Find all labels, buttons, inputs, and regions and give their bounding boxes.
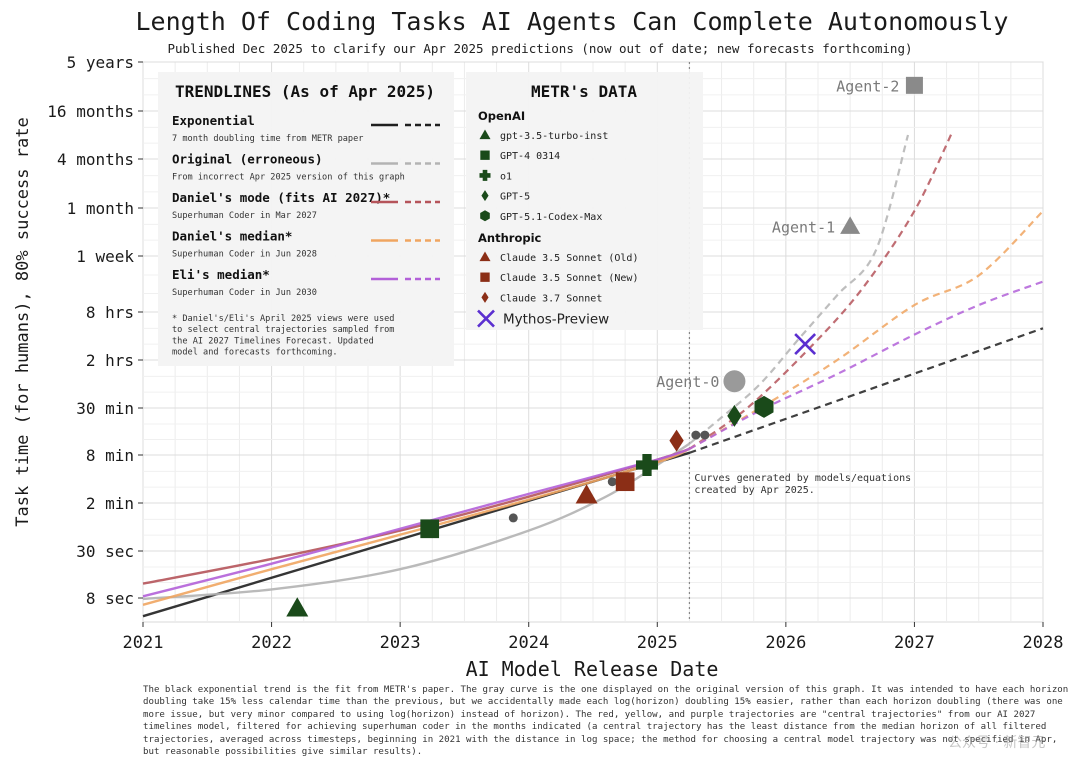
y-tick-label: 16 months	[47, 102, 134, 121]
series-forecast-daniel-s-median	[688, 210, 1044, 450]
trendline-footnote: model and forecasts forthcoming.	[172, 348, 338, 358]
y-tick-label: 2 hrs	[86, 351, 134, 370]
x-tick-label: 2025	[637, 633, 678, 653]
x-tick-label: 2028	[1023, 633, 1064, 653]
data-legend-item: Claude 3.7 Sonnet	[500, 293, 602, 304]
legend-marker-gpt-5-1-codex-max	[480, 210, 490, 222]
data-point-unlabeled	[508, 513, 518, 523]
trendline-name: Exponential	[172, 113, 255, 128]
legend-marker-o1	[479, 169, 491, 181]
chart-title: Length Of Coding Tasks AI Agents Can Com…	[136, 7, 1009, 36]
data-legend-group: OpenAI	[478, 109, 525, 123]
figure-caption: The black exponential trend is the fit f…	[143, 685, 1069, 758]
data-point-claude-3-5-sonnet-old	[575, 484, 598, 504]
y-tick-label: 2 min	[86, 494, 134, 513]
cutoff-note: created by Apr 2025.	[694, 485, 814, 496]
legend-marker-gpt-3-5-turbo-inst	[479, 129, 491, 140]
x-tick-label: 2024	[508, 633, 549, 653]
data-point-unlabeled	[700, 430, 710, 440]
trendline-name: Eli's median*	[172, 267, 270, 282]
y-tick-label: 30 sec	[76, 542, 134, 561]
x-tick-label: 2022	[251, 633, 292, 653]
y-tick-label: 5 years	[67, 53, 134, 72]
x-tick-label: 2026	[765, 633, 806, 653]
data-legend-item: Claude 3.5 Sonnet (Old)	[500, 253, 638, 264]
legend-marker-claude-3-5-sonnet-old	[479, 251, 491, 262]
agent-0-label: Agent-0	[656, 373, 719, 391]
data-point-claude-3-5-sonnet-new	[615, 472, 635, 492]
y-tick-label: 1 month	[67, 199, 134, 218]
data-legend-item: GPT-5	[500, 192, 530, 203]
legend-marker-claude-3-5-sonnet-new	[480, 272, 490, 282]
y-axis-label: Task time (for humans), 80% success rate	[13, 117, 33, 526]
trendline-name: Daniel's median*	[172, 229, 292, 244]
y-tick-label: 1 week	[76, 247, 134, 266]
watermark: 公众号 · 新智元	[948, 735, 1046, 751]
x-axis-label: AI Model Release Date	[466, 657, 719, 680]
trendline-desc: Superhuman Coder in Jun 2028	[172, 250, 317, 260]
data-point-gpt-5	[727, 404, 742, 427]
agent-2-marker	[905, 76, 923, 94]
chart-subtitle: Published Dec 2025 to clarify our Apr 20…	[167, 41, 912, 56]
legend-marker-mythos-preview	[477, 309, 495, 328]
data-legend-group: Anthropic	[478, 231, 542, 245]
data-point-gpt-5-1-codex-max	[754, 395, 774, 418]
agent-0-marker	[723, 370, 746, 393]
trendline-name: Daniel's mode (fits AI 2027)*	[172, 190, 390, 205]
data-point-gpt-4-0314	[420, 519, 440, 539]
data-point-gpt-3-5-turbo-inst	[286, 597, 309, 617]
agent-1-marker	[840, 216, 861, 234]
chart: Length Of Coding Tasks AI Agents Can Com…	[13, 7, 1064, 680]
data-legend-item: gpt-3.5-turbo-inst	[500, 131, 608, 142]
y-tick-label: 8 hrs	[86, 303, 134, 322]
trendline-legend	[158, 72, 454, 366]
legend-marker-claude-3-7-sonnet	[481, 291, 489, 303]
data-point-unlabeled	[691, 430, 701, 440]
data-legend-item: Claude 3.5 Sonnet (New)	[500, 273, 638, 284]
y-tick-label: 8 min	[86, 446, 134, 465]
data-legend-item: o1	[500, 171, 512, 182]
trendline-footnote: * Daniel's/Eli's April 2025 views were u…	[172, 314, 394, 324]
trendline-footnote: the AI 2027 Timelines Forecast. Updated	[172, 336, 374, 346]
y-tick-label: 8 sec	[86, 589, 134, 608]
data-legend-item: Mythos-Preview	[503, 312, 609, 328]
trendline-desc: 7 month doubling time from METR paper	[172, 134, 363, 144]
trendline-desc: From incorrect Apr 2025 version of this …	[172, 173, 405, 183]
trendline-footnote: to select central trajectories sampled f…	[172, 325, 394, 335]
series-forecast-original-erroneous	[688, 134, 910, 445]
x-tick-label: 2021	[123, 633, 164, 653]
trendline-desc: Superhuman Coder in Jun 2030	[172, 288, 317, 298]
series-line-eli-s-median	[142, 447, 690, 598]
x-tick-label: 2023	[380, 633, 421, 653]
y-tick-label: 30 min	[76, 399, 134, 418]
x-tick-label: 2027	[894, 633, 935, 653]
data-legend	[466, 72, 703, 330]
y-tick-label: 4 months	[57, 150, 134, 169]
agent-1-label: Agent-1	[772, 218, 835, 236]
legend-marker-gpt-4-0314	[480, 150, 490, 160]
trendline-legend-title: TRENDLINES (As of Apr 2025)	[175, 82, 435, 101]
data-legend-title: METR's DATA	[531, 82, 637, 101]
data-point-claude-3-7-sonnet	[669, 429, 684, 452]
data-legend-item: GPT-4 0314	[500, 151, 560, 162]
series-forecast-exponential	[689, 327, 1044, 454]
data-legend-item: GPT-5.1-Codex-Max	[500, 212, 602, 223]
cutoff-note: Curves generated by models/equations	[694, 473, 911, 484]
agent-2-label: Agent-2	[836, 77, 899, 95]
trendline-name: Original (erroneous)	[172, 152, 323, 167]
data-point-o1	[636, 453, 658, 476]
trendline-desc: Superhuman Coder in Mar 2027	[172, 211, 317, 221]
data-point-mythos-preview	[794, 333, 817, 356]
data-point-unlabeled	[607, 477, 617, 487]
legend-marker-gpt-5	[481, 190, 489, 202]
